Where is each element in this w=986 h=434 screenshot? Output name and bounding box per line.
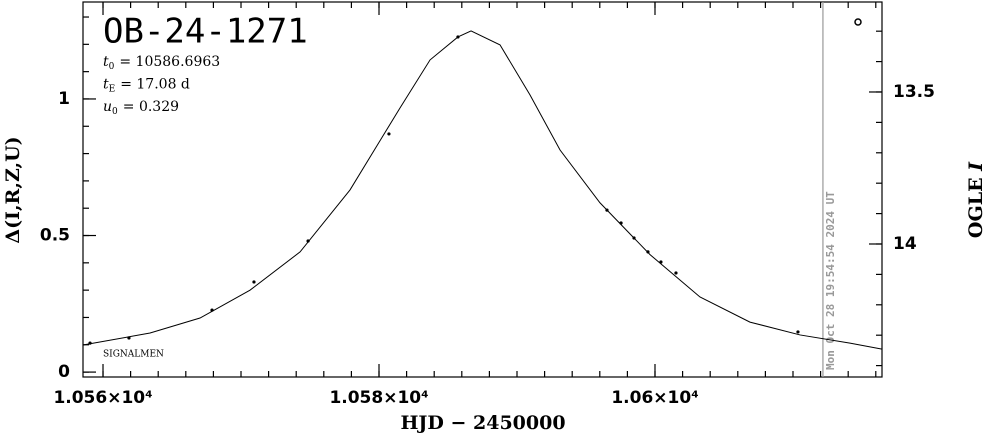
y2-tick-label: 13.5 <box>893 82 935 102</box>
x-tick-label: 1.06×10⁴ <box>611 388 698 408</box>
data-point <box>252 280 256 284</box>
credit: SIGNALMEN <box>103 350 164 360</box>
data-point <box>387 132 391 136</box>
y2-axis-title: OGLE I <box>965 161 986 238</box>
y2-tick-label: 14 <box>893 234 917 254</box>
parameter-subscript: E <box>109 84 116 94</box>
parameter-text: = 0.329 <box>123 99 179 115</box>
x-tick-label: 1.058×10⁴ <box>329 388 428 408</box>
parameter-subscript: 0 <box>112 107 118 117</box>
y-tick-label: 1 <box>58 89 70 109</box>
y-tick-label: 0 <box>58 362 70 382</box>
date-label: Mon Oct 28 19:54:54 2024 UT <box>824 191 837 370</box>
parameter: tE = 17.08 d <box>103 77 190 95</box>
parameter-text: = 17.08 d <box>120 77 190 93</box>
y2-axis-title-italic: I <box>965 161 986 172</box>
x-tick-label: 1.056×10⁴ <box>53 388 152 408</box>
parameter: t0 = 10586.6963 <box>103 54 220 72</box>
data-point <box>796 330 800 334</box>
y-tick-label: 0.5 <box>40 226 70 246</box>
data-point <box>674 271 678 275</box>
parameter-symbol: u <box>103 99 112 115</box>
y2-axis-title-text: OGLE <box>965 171 986 238</box>
data-point <box>306 239 310 243</box>
symbol-marker <box>854 18 862 26</box>
parameter-text: = 10586.6963 <box>119 54 220 70</box>
parameter-symbol: t <box>103 77 109 93</box>
parameter: u0 = 0.329 <box>103 99 179 117</box>
parameter-symbol: t <box>103 54 109 70</box>
y-axis-title: Δ(I,R,Z,U) <box>2 136 24 243</box>
model-curve <box>82 30 883 350</box>
chart-title: OB-24-1271 <box>103 12 308 52</box>
plot-frame <box>82 1 883 378</box>
x-axis-title: HJD − 2450000 <box>400 412 565 434</box>
parameter-subscript: 0 <box>109 62 115 72</box>
